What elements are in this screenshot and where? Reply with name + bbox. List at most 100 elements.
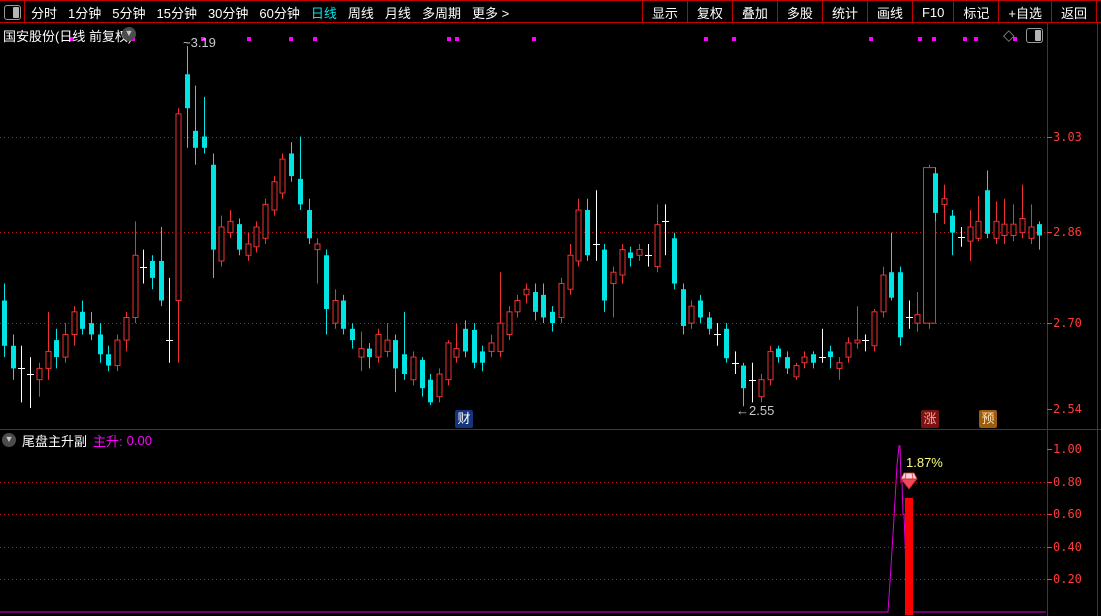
- candle-body-up: [558, 283, 565, 318]
- candle-body-up: [654, 224, 661, 268]
- candle-body-up: [132, 254, 139, 318]
- candle-body-up: [914, 314, 921, 324]
- candle-body-down: [98, 334, 103, 355]
- candle-body-down: [933, 173, 938, 213]
- low-price-annotation: ←2.55: [736, 403, 775, 418]
- period-item-5分钟[interactable]: 5分钟: [112, 5, 146, 21]
- candle-body-down: [185, 74, 190, 109]
- candle-body-down: [11, 345, 16, 369]
- candle-body-up: [975, 220, 982, 239]
- candle-body-up: [488, 342, 495, 352]
- candle-body-down: [463, 328, 468, 352]
- candle-body-up: [410, 356, 417, 381]
- candle-body-up: [610, 271, 617, 285]
- collapse-chevron-icon[interactable]: ▼: [122, 27, 136, 41]
- candle-body-up: [262, 203, 269, 239]
- action-button-+自选[interactable]: +自选: [998, 1, 1051, 23]
- signal-dot: [974, 37, 978, 41]
- candle-body-up: [923, 167, 936, 324]
- candle-body-up: [845, 342, 852, 358]
- candle-body-up: [1019, 218, 1026, 234]
- split-window-icon[interactable]: [4, 5, 21, 20]
- candle-body-down: [193, 130, 198, 148]
- action-button-叠加[interactable]: 叠加: [731, 1, 777, 23]
- period-item-日线[interactable]: 日线: [310, 5, 337, 21]
- indicator-name: 尾盘主升副: [22, 433, 88, 449]
- signal-bar: [905, 497, 913, 615]
- action-buttons: 显示 复权 叠加 多股 统计 画线 F10 标记 +自选 返回: [641, 1, 1097, 23]
- diamond-marker-icon[interactable]: ◇: [1003, 27, 1015, 44]
- signal-dot: [289, 37, 293, 41]
- candle-body-up: [245, 243, 252, 256]
- candle-body-down: [402, 354, 407, 375]
- candle-body-up: [514, 300, 521, 313]
- action-button-多股[interactable]: 多股: [776, 1, 822, 23]
- candle-body-down: [350, 328, 355, 341]
- action-button-标记[interactable]: 标记: [953, 1, 998, 23]
- period-item-1分钟[interactable]: 1分钟: [68, 5, 102, 21]
- candle-body-down: [289, 153, 294, 177]
- candle-body-up: [688, 305, 695, 324]
- candle-body-up: [497, 322, 504, 352]
- action-button-统计[interactable]: 统计: [821, 1, 867, 23]
- axis-tick-label: 2.86: [1053, 225, 1082, 239]
- period-item-30分钟[interactable]: 30分钟: [207, 5, 249, 21]
- sub-collapse-chevron-icon[interactable]: ▼: [2, 433, 16, 447]
- action-button-复权[interactable]: 复权: [686, 1, 732, 23]
- action-button-显示[interactable]: 显示: [641, 1, 687, 23]
- candle-body-down: [1037, 224, 1042, 236]
- candle-body-up: [175, 113, 182, 302]
- event-badge-预: 预: [979, 410, 997, 428]
- signal-dot: [455, 37, 459, 41]
- gem-icon: [900, 478, 918, 490]
- candle-body-down: [211, 164, 216, 250]
- signal-dot: [447, 37, 451, 41]
- candle-body-up: [619, 249, 626, 276]
- candle-body-up: [941, 198, 948, 205]
- candle-body-down: [889, 272, 894, 298]
- period-item-更多 >[interactable]: 更多 >: [471, 5, 510, 21]
- candle-body-down: [533, 292, 538, 312]
- action-button-F10[interactable]: F10: [911, 1, 953, 23]
- period-item-分时[interactable]: 分时: [31, 5, 58, 21]
- candle-body-down: [724, 328, 729, 359]
- action-button-画线[interactable]: 画线: [866, 1, 912, 23]
- axis-tick-label: 2.70: [1053, 316, 1082, 330]
- candle-body-up: [445, 342, 452, 381]
- candle-body-up: [854, 339, 861, 344]
- axis-tick-label: 1.00: [1053, 442, 1082, 456]
- period-item-周线[interactable]: 周线: [347, 5, 374, 21]
- candle-body-up: [1028, 226, 1035, 239]
- candle-body-down: [681, 289, 686, 326]
- candle-body-down: [89, 323, 94, 335]
- candle-body-down: [341, 300, 346, 329]
- panel-layout-icon[interactable]: [1026, 28, 1043, 43]
- candle-body-up: [993, 220, 1000, 239]
- candle-body-down: [80, 311, 85, 329]
- period-item-月线[interactable]: 月线: [384, 5, 411, 21]
- candle-body-down: [985, 190, 990, 234]
- candle-body-down: [950, 215, 955, 233]
- candle-body-up: [123, 316, 130, 341]
- candle-body-down: [811, 354, 816, 363]
- candle-body-down: [159, 260, 164, 301]
- action-button-返回[interactable]: 返回: [1050, 1, 1096, 23]
- candle-body-up: [801, 356, 808, 364]
- candle-body-up: [375, 333, 382, 358]
- candle-body-down: [367, 348, 372, 358]
- candle-body-up: [279, 158, 286, 194]
- event-badge-财: 财: [455, 410, 473, 428]
- period-item-多周期[interactable]: 多周期: [421, 5, 461, 21]
- candle-body-up: [793, 365, 800, 378]
- candle-body-up: [271, 181, 278, 211]
- period-item-15分钟[interactable]: 15分钟: [156, 5, 197, 21]
- candle-body-down: [550, 311, 555, 324]
- period-item-60分钟[interactable]: 60分钟: [259, 5, 300, 21]
- top-toolbar: 分时 1分钟 5分钟 15分钟 30分钟 60分钟 日线 周线 月线 多周期 更多 > 显示 复权 叠加…: [0, 0, 1101, 23]
- candle-body-down: [776, 348, 781, 358]
- candle-body-down: [628, 252, 633, 259]
- period-menu: 分时 1分钟 5分钟 15分钟 30分钟 60分钟 日线 周线 月线 多周期 更多 >: [31, 1, 509, 23]
- candle-body-down: [472, 329, 477, 363]
